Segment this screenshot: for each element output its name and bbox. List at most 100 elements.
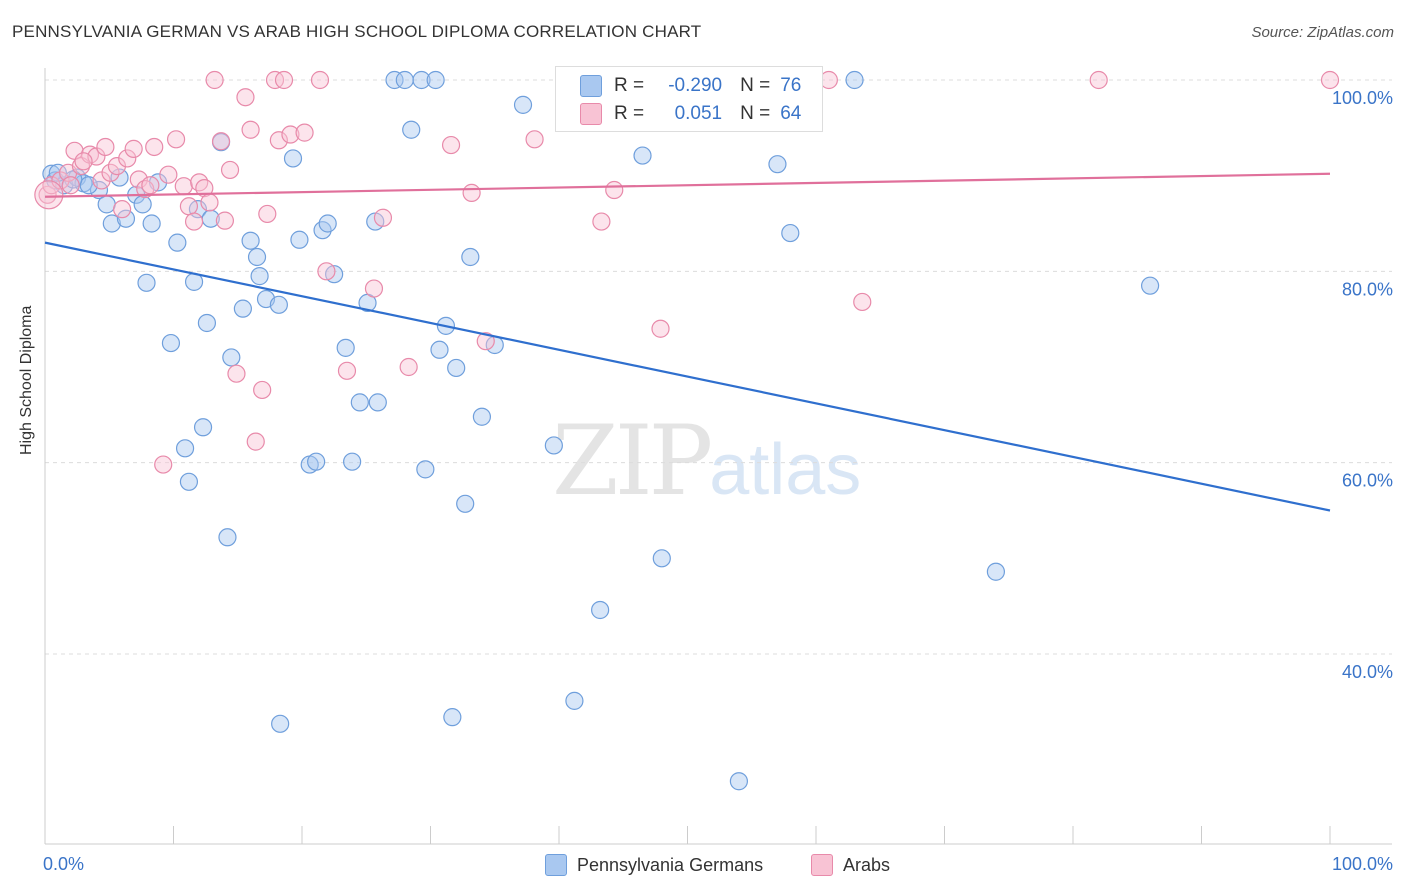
point-pennsylvania-germans xyxy=(402,120,421,139)
point-arabs xyxy=(141,176,160,195)
point-pennsylvania-germans xyxy=(652,549,671,568)
point-arabs xyxy=(124,139,143,158)
point-arabs xyxy=(337,361,357,380)
point-pennsylvania-germans xyxy=(430,340,449,359)
point-arabs xyxy=(1320,70,1340,90)
point-pennsylvania-germans xyxy=(97,195,116,214)
point-pennsylvania-germans xyxy=(412,70,431,90)
x-tick-label: 100.0% xyxy=(1332,854,1393,874)
stats-n-label: N = xyxy=(740,103,771,124)
point-arabs xyxy=(166,130,186,149)
stats-n-value: 64 xyxy=(780,103,802,124)
stats-r-value: -0.290 xyxy=(668,75,723,96)
point-pennsylvania-germans xyxy=(986,562,1006,581)
point-pennsylvania-germans xyxy=(544,436,563,455)
point-pennsylvania-germans xyxy=(633,146,652,165)
point-pennsylvania-germans xyxy=(269,295,288,314)
point-pennsylvania-germans xyxy=(241,231,260,250)
point-arabs xyxy=(74,152,93,171)
stats-swatch-arabs xyxy=(580,103,602,125)
chart-title: PENNSYLVANIA GERMAN VS ARAB HIGH SCHOOL … xyxy=(12,22,702,41)
point-arabs xyxy=(317,262,336,281)
point-pennsylvania-germans xyxy=(456,494,475,513)
point-pennsylvania-germans xyxy=(565,691,584,710)
point-pennsylvania-germans xyxy=(307,452,326,471)
x-tick-label: 0.0% xyxy=(43,854,84,874)
point-pennsylvania-germans xyxy=(250,267,269,286)
point-arabs xyxy=(211,132,231,151)
point-arabs xyxy=(605,180,624,200)
point-pennsylvania-germans xyxy=(781,223,800,243)
point-arabs xyxy=(96,137,115,157)
point-pennsylvania-germans xyxy=(768,155,787,174)
point-pennsylvania-germans xyxy=(137,273,156,292)
point-pennsylvania-germans xyxy=(116,209,136,228)
point-arabs xyxy=(227,364,246,383)
point-pennsylvania-germans xyxy=(472,407,491,426)
point-arabs xyxy=(525,130,544,149)
point-arabs xyxy=(205,70,224,90)
point-arabs-cluster xyxy=(34,180,64,210)
point-arabs xyxy=(61,176,80,195)
point-arabs xyxy=(145,137,164,157)
legend-label-pennsylvania-germans: Pennsylvania Germans xyxy=(577,854,764,875)
y-tick-label: 80.0% xyxy=(1342,279,1393,299)
stats-r-label: R = xyxy=(614,75,645,96)
stats-legend: R = -0.290 N = 76 R = 0.051 N = 64 xyxy=(555,66,823,132)
point-arabs xyxy=(241,120,260,139)
point-pennsylvania-germans xyxy=(222,348,241,367)
point-arabs xyxy=(200,193,219,212)
point-arabs xyxy=(364,279,384,298)
watermark-atlas: atlas xyxy=(709,430,862,510)
legend-item-arabs[interactable]: Arabs xyxy=(811,852,890,878)
point-arabs xyxy=(195,179,214,198)
point-pennsylvania-germans xyxy=(218,528,237,547)
point-arabs xyxy=(38,185,57,204)
point-arabs xyxy=(853,292,872,312)
point-arabs xyxy=(295,123,314,142)
point-arabs xyxy=(310,70,330,90)
watermark: ZIPatlas xyxy=(552,405,861,517)
point-arabs xyxy=(179,197,199,216)
point-arabs xyxy=(253,380,272,400)
point-arabs xyxy=(258,204,277,224)
point-pennsylvania-germans xyxy=(729,772,749,791)
y-tick-label: 40.0% xyxy=(1342,662,1393,682)
point-arabs xyxy=(174,177,193,196)
point-pennsylvania-germans xyxy=(443,708,462,727)
point-arabs xyxy=(281,125,300,144)
point-arabs xyxy=(107,157,127,176)
point-arabs xyxy=(51,171,70,190)
point-pennsylvania-germans xyxy=(395,70,414,90)
point-pennsylvania-germans xyxy=(416,460,435,479)
point-arabs xyxy=(476,332,495,351)
legend-item-pennsylvania-germans[interactable]: Pennsylvania Germans xyxy=(545,852,763,878)
point-arabs xyxy=(118,149,137,168)
point-arabs xyxy=(129,170,148,189)
stats-r-value: 0.051 xyxy=(674,103,723,124)
point-pennsylvania-germans xyxy=(845,70,864,90)
point-arabs xyxy=(269,131,288,150)
point-pennsylvania-germans xyxy=(133,195,152,214)
legend-swatch-arabs xyxy=(811,854,833,876)
y-tick-label: 60.0% xyxy=(1342,471,1393,491)
point-arabs xyxy=(215,211,234,230)
point-pennsylvania-germans xyxy=(247,247,267,267)
point-arabs xyxy=(651,319,670,338)
legend-label-arabs: Arabs xyxy=(843,854,891,875)
point-pennsylvania-germans xyxy=(271,714,290,733)
point-pennsylvania-germans xyxy=(513,95,533,114)
point-arabs xyxy=(65,141,84,160)
point-arabs xyxy=(1089,70,1108,90)
point-pennsylvania-germans xyxy=(426,70,445,90)
point-arabs xyxy=(190,173,209,192)
point-pennsylvania-germans xyxy=(350,393,369,412)
point-pennsylvania-germans xyxy=(110,168,129,187)
point-pennsylvania-germans xyxy=(591,600,610,620)
point-arabs xyxy=(274,70,294,90)
point-arabs xyxy=(462,183,481,202)
stats-swatch-pennsylvania-germans xyxy=(580,75,602,97)
point-pennsylvania-germans xyxy=(343,452,362,471)
point-pennsylvania-germans xyxy=(447,358,466,378)
